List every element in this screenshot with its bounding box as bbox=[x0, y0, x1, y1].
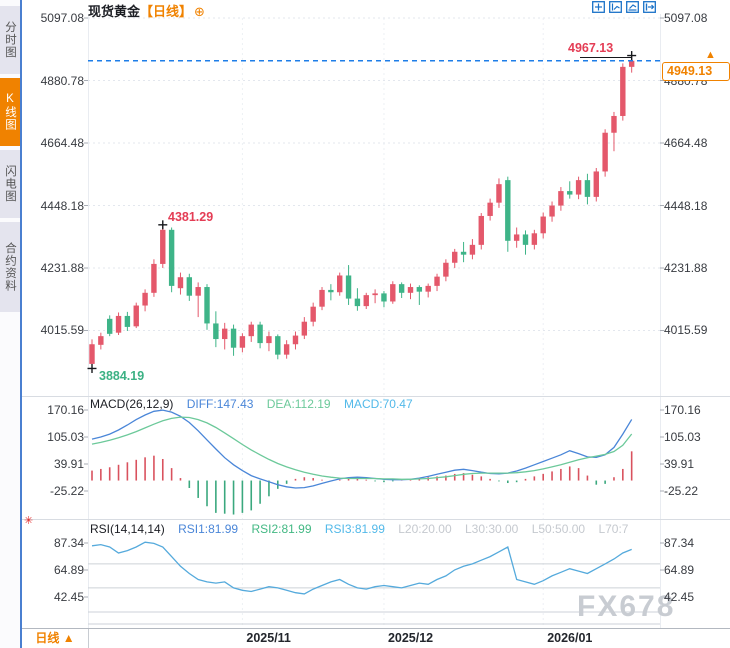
sidebar-tab-time-chart[interactable]: 分时图 bbox=[0, 6, 20, 74]
period-label: 日线 bbox=[35, 631, 60, 645]
rsi-name: RSI(14,14,14) bbox=[90, 522, 165, 536]
x-axis-label: 2025/12 bbox=[387, 631, 434, 645]
panel-divider bbox=[22, 396, 730, 397]
macd-diff-value: DIFF:147.43 bbox=[186, 397, 254, 411]
y-axis-label: 42.45 bbox=[664, 589, 695, 604]
watermark: FX678 bbox=[577, 590, 676, 623]
pan-icon[interactable] bbox=[592, 1, 605, 13]
y-axis-label: 42.45 bbox=[53, 589, 84, 604]
macd-dea-value: DEA:112.19 bbox=[266, 397, 331, 411]
rsi-header: RSI(14,14,14) RSI1:81.99 RSI2:81.99 RSI3… bbox=[90, 522, 660, 536]
period-tag: 【日线】 bbox=[140, 4, 193, 19]
period-dropdown-arrow: ▲ bbox=[62, 631, 75, 645]
y-axis-label: 105.03 bbox=[47, 430, 84, 444]
indicator-settings-icon[interactable]: ✳ bbox=[24, 515, 34, 527]
y-axis-label: 4664.48 bbox=[40, 136, 84, 150]
y-axis-label: -25.22 bbox=[49, 483, 84, 498]
y-axis-label: 4880.78 bbox=[40, 73, 84, 88]
peak-price-annotation: 4381.29 bbox=[168, 209, 214, 224]
y-axis-label: 105.03 bbox=[664, 430, 701, 444]
sidebar-divider bbox=[20, 0, 22, 648]
y-axis-label: 4015.59 bbox=[664, 323, 708, 338]
macd-name: MACD(26,12,9) bbox=[90, 397, 174, 411]
rsi-l50-value: L50:50.00 bbox=[531, 522, 586, 536]
rsi2-value: RSI2:81.99 bbox=[251, 522, 312, 536]
y-axis-label: 4015.59 bbox=[40, 323, 84, 338]
y-axis-label: 4448.18 bbox=[40, 198, 84, 213]
chart-toolbar bbox=[592, 1, 656, 14]
high-price-annotation: 4967.13 bbox=[568, 40, 614, 55]
y-axis-label: 64.89 bbox=[664, 563, 695, 577]
x-axis-scale-icon[interactable] bbox=[626, 1, 639, 13]
sidebar-tab-lightning-chart[interactable]: 闪电图 bbox=[0, 150, 20, 218]
expand-icon[interactable]: ⊕ bbox=[194, 4, 205, 19]
sidebar-tab-contract-info[interactable]: 合约资料 bbox=[0, 222, 20, 312]
panel-divider bbox=[22, 519, 730, 520]
sidebar: 分时图 K线图闪电图合约资料 bbox=[0, 0, 20, 648]
y-axis-label: 4448.18 bbox=[664, 198, 708, 213]
y-axis-label: 39.91 bbox=[53, 456, 84, 471]
y-axis-label: 87.34 bbox=[664, 536, 695, 550]
x-axis-label: 2025/11 bbox=[246, 631, 291, 645]
x-axis-line bbox=[22, 628, 730, 629]
rsi1-value: RSI1:81.99 bbox=[178, 522, 239, 536]
last-price-box: 4949.13 bbox=[662, 61, 730, 81]
macd-header: MACD(26,12,9) DIFF:147.43 DEA:112.19 MAC… bbox=[90, 397, 660, 411]
macd-hist-value: MACD:70.47 bbox=[343, 397, 413, 411]
y-axis-label: 39.91 bbox=[664, 456, 695, 471]
chart-title-bar: 现货黄金【日线】 ⊕ bbox=[88, 1, 205, 19]
y-axis-label: 170.16 bbox=[664, 403, 701, 417]
rsi3-value: RSI3:81.99 bbox=[324, 522, 385, 536]
y-axis-label: 5097.08 bbox=[40, 11, 84, 25]
y-axis-label: 170.16 bbox=[47, 403, 84, 417]
y-axis-label: 4231.88 bbox=[664, 261, 708, 275]
y-axis-label: 4664.48 bbox=[664, 136, 708, 150]
y-axis-scale-icon[interactable] bbox=[609, 1, 622, 13]
rsi-l20-value: L20:20.00 bbox=[398, 522, 452, 536]
sidebar-tab-kline-chart[interactable]: K线图 bbox=[0, 78, 20, 146]
rsi-l70-value: L70:7 bbox=[598, 522, 629, 536]
instrument-title: 现货黄金 bbox=[88, 4, 141, 19]
y-axis-label: 64.89 bbox=[53, 563, 84, 577]
price-flag-arrow: ▲ bbox=[705, 48, 716, 61]
period-selector[interactable]: 日线 ▲ bbox=[22, 629, 89, 648]
exit-chart-icon[interactable] bbox=[643, 1, 656, 13]
plot-right-border bbox=[660, 14, 661, 628]
x-axis-label: 2026/01 bbox=[547, 631, 593, 645]
plot-left-border bbox=[88, 14, 89, 628]
rsi-l30-value: L30:30.00 bbox=[464, 522, 519, 536]
y-axis-label: -25.22 bbox=[664, 483, 699, 498]
low-price-annotation: 3884.19 bbox=[99, 369, 145, 384]
y-axis-label: 5097.08 bbox=[664, 11, 708, 25]
y-axis-label: 4231.88 bbox=[40, 261, 84, 275]
y-axis-label: 87.34 bbox=[53, 536, 84, 550]
x-axis-band: 日线 ▲ 2025/11 2025/12 2026/01 bbox=[22, 629, 730, 648]
